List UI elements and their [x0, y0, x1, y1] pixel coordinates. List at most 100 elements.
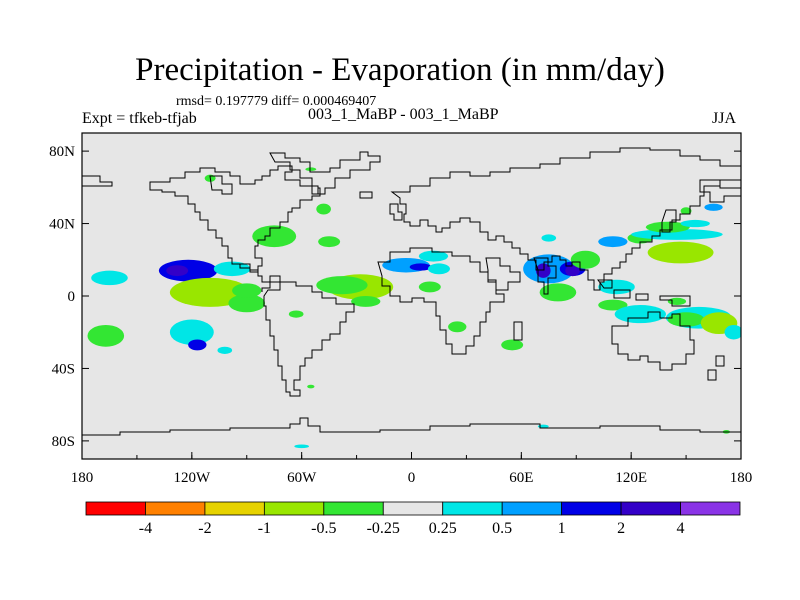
colorbar: -4 -2 -1 -0.5 -0.25 0.25 0.5 1 2 4 — [85, 501, 741, 537]
anomaly-patch — [598, 236, 628, 248]
coastline-baffin — [209, 175, 233, 195]
anomaly-patch — [539, 283, 577, 302]
anomaly-patch — [418, 250, 449, 262]
y-tick-label: 40S — [52, 361, 75, 377]
anomaly-patch — [169, 319, 214, 345]
coastline-north-america — [149, 165, 321, 273]
anomaly-patch — [704, 203, 723, 211]
anomaly-patch — [598, 299, 628, 311]
x-tick-label: 180 — [730, 470, 753, 486]
anomaly-patch — [87, 324, 125, 347]
colorbar-label: -2 — [198, 520, 211, 537]
anomaly-patch — [645, 221, 690, 233]
anomaly-patch — [351, 296, 381, 307]
anomaly-patch — [565, 265, 580, 277]
colorbar-swatch — [204, 501, 265, 516]
anomaly-patch — [667, 297, 687, 306]
colorbar-swatch — [620, 501, 681, 516]
coastline-central-america — [240, 263, 281, 292]
x-tick-label: 60E — [509, 470, 533, 486]
coastline-madagascar — [513, 321, 523, 341]
colorbar-swatch — [561, 501, 622, 516]
anomaly-patch — [91, 270, 128, 286]
anomaly-patch — [570, 250, 601, 269]
coastline-arabia — [485, 257, 521, 291]
colorbar-swatch — [382, 501, 444, 516]
anomaly-patch — [448, 321, 467, 333]
colorbar-swatch — [680, 501, 741, 516]
coastline-australia — [611, 311, 695, 371]
colorbar-label: 0.25 — [429, 520, 457, 537]
anomaly-patch — [166, 265, 189, 277]
colorbar-swatch — [263, 501, 325, 516]
coastline-greenland — [269, 151, 381, 195]
anomaly-patch — [541, 234, 557, 242]
x-tick-label: 0 — [408, 470, 416, 486]
coastline-indonesia — [597, 279, 691, 307]
coastline-new-zealand — [707, 355, 725, 381]
x-tick-label: 180 — [71, 470, 94, 486]
anomaly-patch — [252, 225, 297, 248]
anomaly-patch — [307, 384, 315, 389]
anomaly-patch — [318, 236, 341, 248]
anomaly-patch — [305, 167, 317, 172]
coastline-eurasia — [390, 147, 741, 291]
anomaly-patch — [724, 324, 741, 340]
anomaly-layer — [87, 167, 741, 449]
anomaly-patch — [647, 241, 714, 264]
coastline-iceland — [359, 191, 373, 199]
y-tick-label: 80S — [52, 434, 75, 450]
y-tick-label: 40N — [49, 217, 75, 233]
colorbar-label: -0.5 — [311, 520, 336, 537]
anomaly-patch — [418, 281, 441, 293]
experiment-label: Expt = tfkeb-tfjab — [82, 110, 197, 127]
x-axis: 180 120W 60W 0 60E 120E 180 — [71, 452, 753, 486]
colorbar-label: 1 — [558, 520, 566, 537]
colorbar-label: 2 — [617, 520, 625, 537]
colorbar-label: -1 — [258, 520, 271, 537]
run-label: 003_1_MaBP - 003_1_MaBP — [308, 106, 499, 123]
stats-label: rmsd= 0.197779 diff= 0.000469407 — [176, 94, 377, 109]
coastline-africa — [377, 247, 505, 355]
anomaly-patch — [631, 228, 723, 240]
coastline-layer — [82, 147, 741, 436]
colorbar-swatch — [442, 501, 503, 516]
coastline-antarctica — [82, 417, 741, 436]
anomaly-patch — [427, 263, 450, 275]
anomaly-patch — [409, 263, 432, 271]
anomaly-patch — [535, 263, 551, 278]
coastline-alaska — [82, 175, 113, 187]
anomaly-patch — [614, 305, 666, 324]
anomaly-patch — [232, 283, 262, 298]
anomaly-patch — [316, 203, 331, 215]
anomaly-patch — [598, 279, 635, 295]
anomaly-patch — [217, 346, 233, 354]
coastline-siberia-east — [699, 179, 741, 203]
y-tick-label: 0 — [68, 289, 76, 305]
season-label: JJA — [712, 110, 737, 127]
colorbar-label: -4 — [139, 520, 152, 537]
anomaly-patch — [537, 424, 549, 429]
anomaly-patch — [680, 207, 692, 215]
anomaly-patch — [288, 310, 304, 318]
anomaly-patch — [667, 312, 705, 327]
anomaly-patch — [294, 444, 309, 449]
colorbar-swatch — [145, 501, 206, 516]
coastline-india — [533, 257, 557, 295]
colorbar-swatch — [85, 501, 146, 516]
x-tick-label: 120W — [173, 470, 211, 486]
colorbar-label: 4 — [677, 520, 685, 537]
x-tick-label: 60W — [287, 470, 317, 486]
colorbar-swatch — [323, 501, 384, 516]
x-tick-label: 120E — [615, 470, 647, 486]
coastline-britain — [389, 203, 403, 221]
anomaly-patch — [213, 261, 251, 277]
anomaly-patch — [188, 339, 207, 351]
anomaly-patch — [228, 294, 266, 313]
coastline-south-america — [263, 281, 355, 397]
colorbar-label: 0.5 — [492, 520, 512, 537]
anomaly-patch — [316, 276, 368, 295]
anomaly-patch — [501, 339, 524, 351]
colorbar-label: -0.25 — [367, 520, 400, 537]
